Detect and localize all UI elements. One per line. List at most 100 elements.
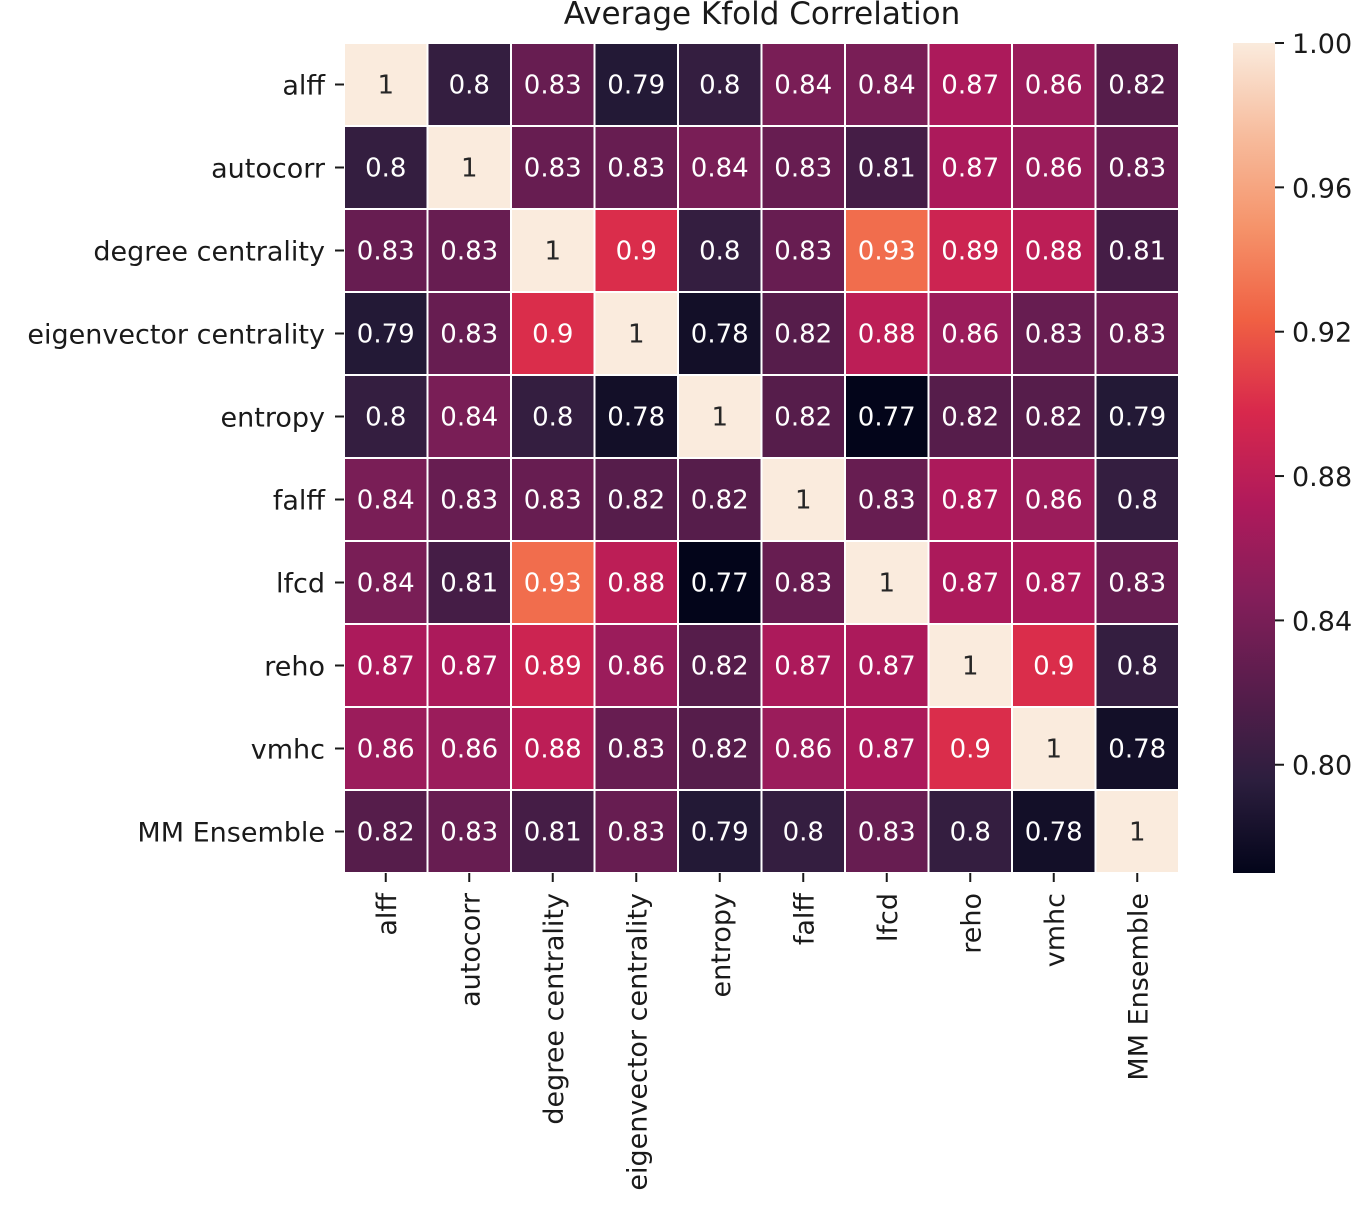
cell-value-label: 0.86: [440, 735, 498, 765]
cell-value-label: 0.86: [607, 652, 665, 682]
x-tick-label: MM Ensemble: [1123, 893, 1154, 1081]
cell-value-label: 0.83: [524, 71, 582, 101]
cell-value-label: 0.83: [357, 237, 415, 267]
heatmap-cell: [760, 623, 846, 708]
heatmap-cell: [343, 457, 429, 542]
heatmap-cell: [1094, 208, 1180, 293]
heatmap-cell: [844, 706, 930, 791]
colorbar: 1.00 0.96 0.92 0.88 0.84 0.80: [1233, 29, 1352, 873]
cell-value-label: 0.83: [524, 486, 582, 516]
cell-value-label: 0.83: [440, 486, 498, 516]
cell-value-label: 0.87: [941, 71, 999, 101]
heatmap-cell: [510, 457, 596, 542]
cell-value-label: 0.83: [607, 154, 665, 184]
cell-value-label: 0.82: [691, 486, 749, 516]
cell-value-label: 0.78: [607, 403, 665, 433]
cell-value-label: 0.9: [1033, 652, 1074, 682]
y-tick-label: autocorr: [211, 154, 326, 185]
cell-value-label: 0.86: [1025, 154, 1083, 184]
y-tick-label: lfcd: [276, 569, 325, 600]
cell-value-label: 0.83: [858, 818, 916, 848]
cell-value-label: 0.79: [607, 71, 665, 101]
cell-value-label: 0.82: [691, 735, 749, 765]
heatmap-cell: [593, 125, 679, 210]
colorbar-tick-label: 0.88: [1292, 462, 1352, 493]
heatmap-cell: [343, 540, 429, 625]
heatmap-cell: [1011, 540, 1097, 625]
heatmap-cell: [927, 623, 1013, 708]
cell-value-label: 1: [461, 154, 478, 184]
heatmap-cell: [593, 540, 679, 625]
heatmap-cell: [426, 623, 512, 708]
cell-value-label: 0.82: [1025, 403, 1083, 433]
cell-value-label: 0.83: [774, 154, 832, 184]
x-tick-label: autocorr: [455, 892, 486, 1007]
cell-value-label: 0.87: [1025, 569, 1083, 599]
cell-value-label: 0.77: [691, 569, 749, 599]
heatmap-cell: [593, 623, 679, 708]
cell-value-label: 0.81: [524, 818, 582, 848]
y-axis: alff autocorr degree centrality eigenvector…: [27, 71, 344, 849]
colorbar-gradient: [1233, 43, 1275, 873]
heatmap-cell: [760, 42, 846, 127]
y-tick-label: entropy: [221, 403, 325, 434]
cell-value-label: 0.82: [941, 403, 999, 433]
cell-value-label: 1: [962, 652, 979, 682]
cell-value-label: 0.82: [691, 652, 749, 682]
heatmap-cell: [760, 374, 846, 459]
cell-value-label: 0.8: [950, 818, 991, 848]
x-tick-label: lfcd: [873, 893, 904, 942]
cell-value-label: 0.86: [1025, 71, 1083, 101]
heatmap-cell: [426, 125, 512, 210]
heatmap-cell: [677, 706, 763, 791]
cell-value-label: 0.83: [440, 320, 498, 350]
cell-value-label: 0.86: [1025, 486, 1083, 516]
cell-value-label: 0.84: [440, 403, 498, 433]
heatmap-cell: [927, 208, 1013, 293]
cell-value-label: 0.87: [941, 569, 999, 599]
cell-value-label: 0.83: [440, 237, 498, 267]
heatmap-cell: [1011, 623, 1097, 708]
cell-value-label: 0.8: [365, 154, 406, 184]
cell-value-label: 0.83: [858, 486, 916, 516]
heatmap-cell: [927, 42, 1013, 127]
heatmap-cell: [760, 125, 846, 210]
y-tick-label: vmhc: [251, 735, 325, 766]
heatmap-cell: [1094, 623, 1180, 708]
cell-value-label: 0.8: [783, 818, 824, 848]
x-axis: alff autocorr degree centrality eigenvector…: [372, 873, 1154, 1191]
cell-value-label: 0.86: [357, 735, 415, 765]
cell-value-label: 0.84: [357, 569, 415, 599]
cell-value-label: 0.83: [1108, 320, 1166, 350]
heatmap-cell: [1011, 374, 1097, 459]
y-tick-label: MM Ensemble: [137, 818, 325, 849]
heatmap-cell: [1094, 706, 1180, 791]
heatmap-cell: [1094, 374, 1180, 459]
heatmap-cell: [844, 291, 930, 376]
heatmap-cell: [1094, 42, 1180, 127]
heatmap-cell: [593, 457, 679, 542]
cell-value-label: 0.9: [532, 320, 573, 350]
heatmap-cell: [677, 374, 763, 459]
heatmap-cell: [426, 208, 512, 293]
cell-value-label: 1: [1045, 735, 1062, 765]
cell-value-label: 0.84: [357, 486, 415, 516]
cell-value-label: 0.83: [774, 237, 832, 267]
x-tick-label: reho: [956, 893, 987, 954]
cell-value-label: 0.84: [691, 154, 749, 184]
colorbar-tick-label: 0.92: [1292, 318, 1352, 349]
y-tick-label: reho: [264, 652, 325, 683]
cell-value-label: 0.93: [524, 569, 582, 599]
heatmap-cell: [426, 374, 512, 459]
colorbar-tick-label: 1.00: [1292, 29, 1352, 60]
heatmap-cell: [1094, 291, 1180, 376]
cell-value-label: 0.8: [1117, 486, 1158, 516]
heatmap-cell: [1011, 208, 1097, 293]
cell-value-label: 0.77: [858, 403, 916, 433]
y-tick-label: alff: [282, 71, 326, 102]
cell-value-label: 0.9: [950, 735, 991, 765]
heatmap-cell: [760, 789, 846, 874]
cell-value-label: 0.87: [858, 735, 916, 765]
cell-value-label: 0.9: [616, 237, 657, 267]
y-tick-label: degree centrality: [93, 237, 325, 268]
